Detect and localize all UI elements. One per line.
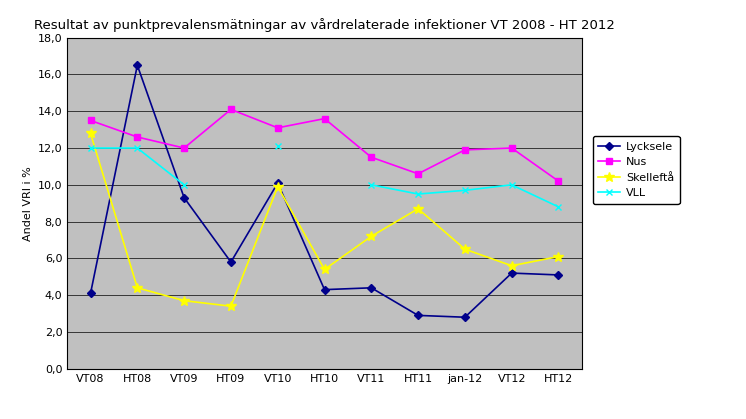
Lycksele	[133, 63, 142, 68]
Skelleftå	[554, 254, 563, 259]
Skelleftå	[133, 285, 142, 290]
Nus	[273, 125, 282, 130]
Skelleftå	[273, 184, 282, 189]
Y-axis label: Andel VRI i %: Andel VRI i %	[23, 166, 34, 241]
Legend: Lycksele, Nus, Skelleftå, VLL: Lycksele, Nus, Skelleftå, VLL	[592, 136, 680, 204]
Lycksele	[554, 272, 563, 277]
Lycksele	[227, 259, 236, 264]
Skelleftå	[460, 247, 469, 252]
Lycksele	[320, 287, 329, 292]
Nus	[554, 178, 563, 184]
Nus	[227, 107, 236, 112]
VLL	[133, 145, 142, 150]
VLL	[180, 182, 189, 187]
Nus	[507, 145, 516, 150]
Nus	[460, 147, 469, 153]
Nus	[86, 118, 95, 123]
Line: Skelleftå: Skelleftå	[86, 129, 563, 311]
Nus	[133, 134, 142, 140]
Lycksele	[367, 285, 376, 290]
Lycksele	[180, 195, 189, 200]
Lycksele	[507, 271, 516, 276]
Lycksele	[460, 315, 469, 320]
Line: VLL: VLL	[87, 145, 187, 188]
Lycksele	[273, 181, 282, 186]
Skelleftå	[180, 298, 189, 303]
Skelleftå	[507, 263, 516, 268]
Nus	[413, 171, 422, 176]
Skelleftå	[86, 131, 95, 136]
Lycksele	[86, 291, 95, 296]
Skelleftå	[367, 234, 376, 239]
Title: Resultat av punktprevalensmätningar av vårdrelaterade infektioner VT 2008 - HT 2: Resultat av punktprevalensmätningar av v…	[34, 18, 615, 32]
Nus	[367, 155, 376, 160]
Lycksele	[413, 313, 422, 318]
Skelleftå	[227, 304, 236, 309]
Skelleftå	[320, 267, 329, 272]
Line: Nus: Nus	[88, 107, 561, 184]
Nus	[320, 116, 329, 121]
VLL	[86, 145, 95, 150]
Skelleftå	[413, 206, 422, 211]
Nus	[180, 145, 189, 150]
Line: Lycksele: Lycksele	[88, 62, 561, 320]
